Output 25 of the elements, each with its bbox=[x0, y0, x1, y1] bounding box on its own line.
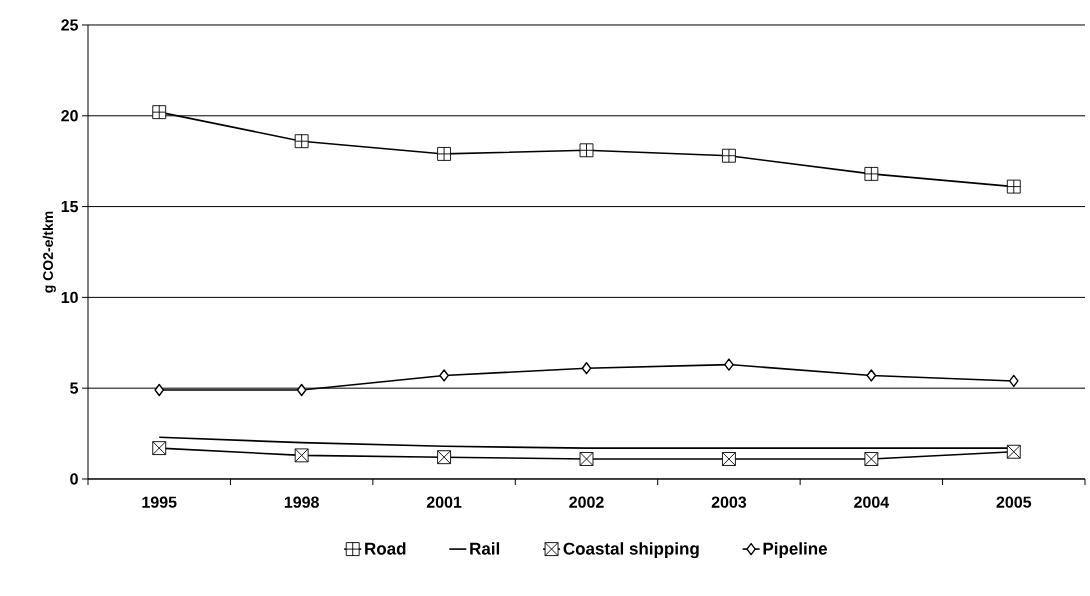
y-tick-label: 25 bbox=[61, 19, 79, 31]
legend-label: Coastal shipping bbox=[563, 542, 699, 559]
y-tick-label: 20 bbox=[61, 110, 78, 122]
legend-label: Road bbox=[365, 542, 406, 555]
y-tick-label: 10 bbox=[61, 291, 78, 304]
point bbox=[154, 383, 165, 397]
x-tick-label: 2003 bbox=[711, 496, 747, 508]
x-tick-label: 2005 bbox=[996, 496, 1032, 508]
y-axis-title: g CO2-e/tkm bbox=[42, 211, 56, 293]
y-tick-label: 15 bbox=[61, 201, 79, 213]
x-tick-label: 2004 bbox=[854, 496, 890, 508]
point bbox=[1008, 374, 1019, 388]
y-tick-label: 5 bbox=[70, 382, 79, 394]
x-tick-label: 2002 bbox=[569, 496, 604, 508]
y-tick-label: 0 bbox=[70, 473, 78, 485]
point bbox=[581, 362, 592, 375]
x-tick-label: 1998 bbox=[284, 496, 319, 508]
x-tick-label: 1995 bbox=[142, 496, 177, 508]
point bbox=[296, 383, 307, 397]
point bbox=[724, 358, 734, 371]
point bbox=[866, 369, 877, 382]
legend-label: Pipeline bbox=[763, 542, 828, 559]
legend-label: Rail bbox=[470, 542, 500, 555]
point bbox=[439, 369, 449, 382]
x-tick-label: 2001 bbox=[426, 496, 462, 508]
